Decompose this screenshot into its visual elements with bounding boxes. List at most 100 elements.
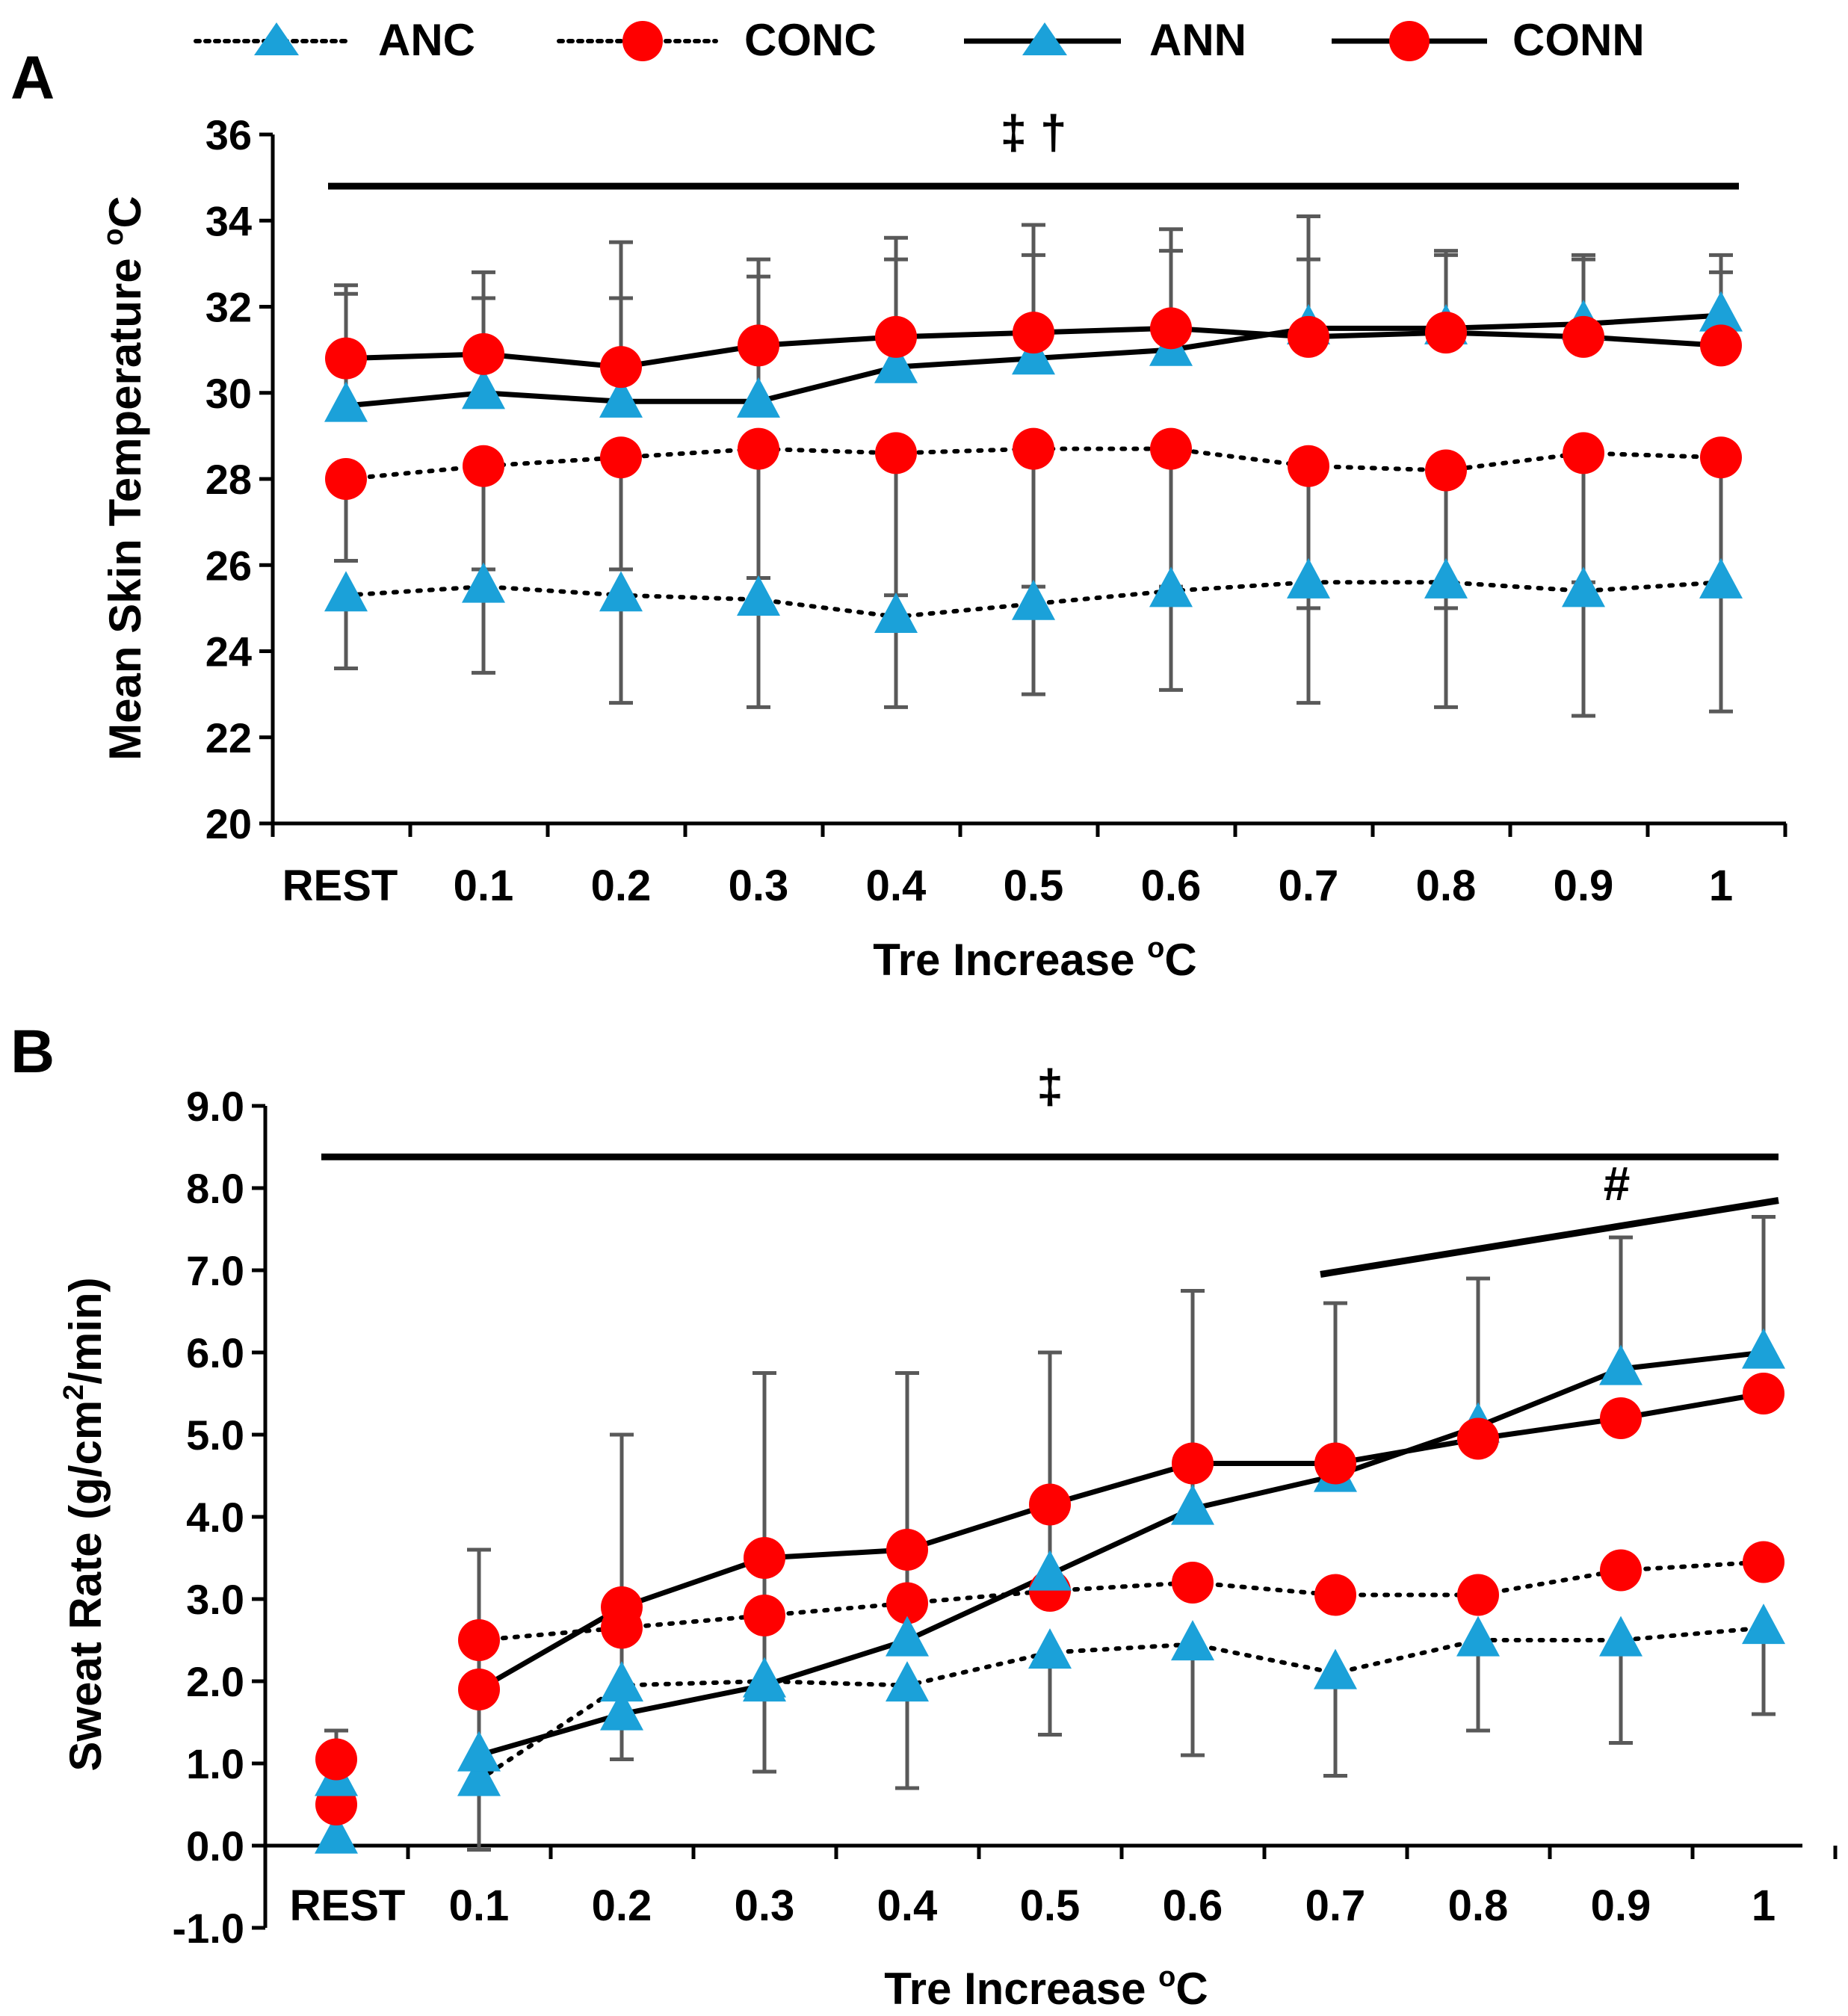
panel-b-x-tick-label: 0.3 xyxy=(735,1882,795,1930)
panel-a-markers xyxy=(324,291,1743,633)
panel-label-b: B xyxy=(10,1018,55,1086)
panel-a-axes: 20 22 24 26 28 30 32 34 36 REST 0.1 0.2 0.3 0.4 0.5 0.6… xyxy=(205,111,1787,910)
panel-b-y-tick-label: 0.0 xyxy=(186,1822,244,1870)
panel-a-point-anc xyxy=(324,571,368,612)
panel-a-point-conc xyxy=(1700,436,1742,479)
panel-label-a: A xyxy=(10,44,55,112)
panel-a-x-tick-label: 1 xyxy=(1709,862,1733,910)
panel-b-point-ann xyxy=(1599,1344,1643,1385)
panel-a-point-anc xyxy=(1149,566,1193,607)
panel-a-point-anc xyxy=(599,571,643,612)
panel-b-point-anc xyxy=(1028,1628,1072,1669)
panel-b-point-anc xyxy=(1599,1615,1643,1657)
panel-a-point-conc xyxy=(463,445,504,487)
panel-b-line-conc xyxy=(477,1559,1766,1642)
panel-a-point-conn xyxy=(1563,315,1604,358)
panel-b-point-ann xyxy=(743,1661,786,1702)
panel-b-x-tick-label: 0.5 xyxy=(1020,1882,1081,1930)
panel-b-point-ann xyxy=(1028,1550,1072,1591)
legend: ANC CONC ANN CONN xyxy=(194,15,1645,65)
panel-a-point-conn xyxy=(1150,307,1192,350)
panel-b-point-anc xyxy=(1742,1604,1785,1645)
panel-a-x-axis-title: Tre Increase oC xyxy=(873,933,1196,985)
panel-a-x-tick-label: 0.8 xyxy=(1416,862,1477,910)
panel-b-x-tick-label: 0.2 xyxy=(592,1882,652,1930)
panel-a-x-tick-label: 0.6 xyxy=(1141,862,1202,910)
panel-b-x-tick-label: 0.8 xyxy=(1448,1882,1509,1930)
panel-a-significance: ‡ † xyxy=(328,105,1739,190)
panel-b-point-conn xyxy=(1029,1483,1071,1526)
panel-b-point-conc xyxy=(1314,1574,1356,1616)
panel-a-x-tick-label: 0.2 xyxy=(591,862,652,910)
panel-b-line-conn xyxy=(476,1391,1767,1692)
panel-b-point-ann xyxy=(886,1615,929,1657)
panel-a-y-tick-label: 20 xyxy=(205,800,252,847)
panel-a-y-tick-label: 24 xyxy=(205,628,252,675)
panel-a-point-ann xyxy=(874,342,918,383)
panel-a-point-conc xyxy=(600,436,642,479)
panel-b-point-ann xyxy=(600,1689,643,1731)
panel-b-point-conn xyxy=(1172,1442,1214,1485)
panel-a-point-anc xyxy=(874,593,918,633)
panel-b-point-conc xyxy=(886,1582,928,1624)
panel-a-y-tick-label: 32 xyxy=(205,284,252,331)
panel-a-line-conc xyxy=(344,446,1723,481)
panel-a-y-tick-label: 34 xyxy=(205,197,252,244)
panel-a-x-tick-label: 0.5 xyxy=(1004,862,1064,910)
panel-b-point-conn xyxy=(744,1537,785,1579)
panel-b-point-conc xyxy=(1172,1562,1214,1604)
panel-b-y-tick-label: 4.0 xyxy=(186,1494,244,1541)
panel-a-y-tick-label: 22 xyxy=(205,714,252,761)
legend-label-conn: CONN xyxy=(1512,15,1645,65)
panel-a-y-tick-label: 30 xyxy=(205,370,252,417)
panel-b-significance-line xyxy=(1320,1197,1779,1278)
panel-b-y-tick-label: 9.0 xyxy=(186,1083,244,1130)
panel-b-significance-symbol: # xyxy=(1604,1157,1631,1210)
panel-b-y-tick-label: 2.0 xyxy=(186,1658,244,1705)
panel-b-point-conn xyxy=(315,1738,357,1781)
panel-b-point-conn xyxy=(1743,1373,1784,1414)
panel-b-point-anc xyxy=(1456,1615,1500,1657)
panel-a-point-ann xyxy=(324,381,368,422)
panel-a-y-tick-label: 26 xyxy=(205,542,252,589)
panel-a-significance-symbol: ‡ † xyxy=(1001,105,1067,159)
panel-a-point-anc xyxy=(462,562,505,603)
legend-label-ann: ANN xyxy=(1149,15,1246,65)
panel-b-point-conc xyxy=(1600,1549,1642,1592)
panel-b-y-tick-label: 8.0 xyxy=(186,1165,244,1212)
panel-a-point-conn xyxy=(1700,324,1742,367)
panel-a-x-tick-label: 0.9 xyxy=(1554,862,1614,910)
panel-a-point-conc xyxy=(1563,432,1604,474)
panel-a-point-conn xyxy=(1013,312,1054,354)
panel-b-point-anc xyxy=(600,1661,643,1702)
panel-b-y-tick-label: -1.0 xyxy=(173,1905,245,1952)
panel-a-point-conn xyxy=(600,346,642,389)
panel-b-line-anc xyxy=(477,1625,1766,1782)
panel-a-x-tick-label: 0.1 xyxy=(454,862,514,910)
panel-b-y-tick-label: 6.0 xyxy=(186,1329,244,1376)
panel-a-point-anc xyxy=(1287,557,1330,599)
panel-b-axes: -1.0 0.0 1.0 2.0 3.0 4.0 5.0 6.0 7.0 8.0 9.0 REST 0.… xyxy=(173,1083,1838,1952)
panel-b-y-axis-title: Sweat Rate (g/cm2/min) xyxy=(58,1277,111,1771)
panel-b-point-conc xyxy=(1743,1541,1784,1583)
panel-a-point-anc xyxy=(1012,579,1055,620)
panel-b-point-anc xyxy=(457,1755,501,1796)
panel-a-point-conc xyxy=(1013,427,1054,470)
panel-b-point-anc xyxy=(1171,1620,1214,1661)
panel-a-point-ann xyxy=(737,377,780,418)
panel-a-x-tick-label: 0.7 xyxy=(1279,862,1339,910)
panel-a-line-anc xyxy=(344,580,1723,619)
panel-b-y-tick-label: 1.0 xyxy=(186,1740,244,1787)
panel-b-point-conn xyxy=(1457,1417,1499,1460)
panel-a-point-anc xyxy=(737,575,780,616)
panel-b-x-tick-label: 0.9 xyxy=(1591,1882,1651,1930)
panel-a-point-conc xyxy=(1288,445,1329,487)
panel-a-x-tick-label: 0.3 xyxy=(729,862,789,910)
panel-a-point-ann xyxy=(1699,291,1743,332)
panel-a-point-conn xyxy=(1288,315,1329,358)
panel-b-point-conn xyxy=(886,1529,928,1571)
panel-b-point-ann xyxy=(457,1731,501,1772)
panel-b-markers xyxy=(315,1328,1785,1854)
panel-a-point-conc xyxy=(738,427,779,470)
